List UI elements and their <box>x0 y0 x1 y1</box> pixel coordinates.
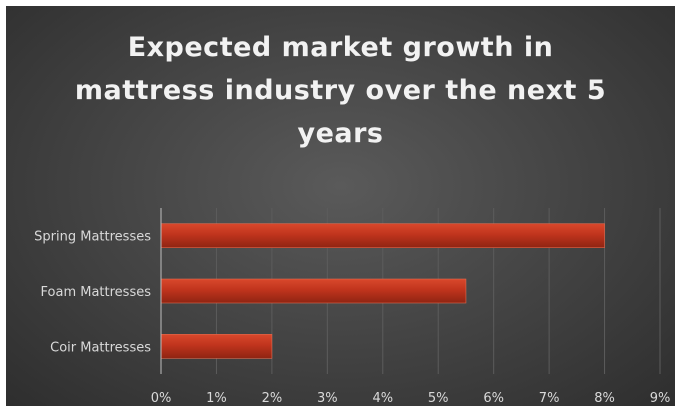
x-tick-label: 2% <box>262 391 283 406</box>
x-tick-label: 9% <box>650 391 671 406</box>
labels: 0% 1% 2% 3% 4% 5% 6% 7% 8% 9% Spring Mattresses Foa… <box>34 230 670 406</box>
bar <box>160 223 605 248</box>
bar <box>160 278 467 304</box>
bar <box>160 334 273 359</box>
chart-area: Expected market growth in mattress indus… <box>6 6 675 406</box>
category-label: Foam Mattresses <box>41 285 152 300</box>
bar-chart: 0% 1% 2% 3% 4% 5% 6% 7% 8% 9% Spring Mattresses Foa… <box>34 208 670 406</box>
x-tick-label: 7% <box>539 391 560 406</box>
x-tick-label: 1% <box>206 391 227 406</box>
x-tick-label: 3% <box>317 391 338 406</box>
bars <box>160 223 605 359</box>
x-tick-label: 5% <box>428 391 449 406</box>
x-tick-label: 4% <box>372 391 393 406</box>
x-tick-label: 0% <box>151 391 172 406</box>
category-label: Coir Mattresses <box>50 340 151 355</box>
x-tick-label: 8% <box>594 391 615 406</box>
x-tick-label: 6% <box>483 391 504 406</box>
chart-title-line-1: Expected market growth in <box>127 32 554 63</box>
category-label: Spring Mattresses <box>34 230 151 245</box>
chart-title-line-3: years <box>297 118 384 149</box>
chart-title-line-2: mattress industry over the next 5 <box>74 75 607 106</box>
chart-title: Expected market growth in mattress indus… <box>6 26 675 155</box>
